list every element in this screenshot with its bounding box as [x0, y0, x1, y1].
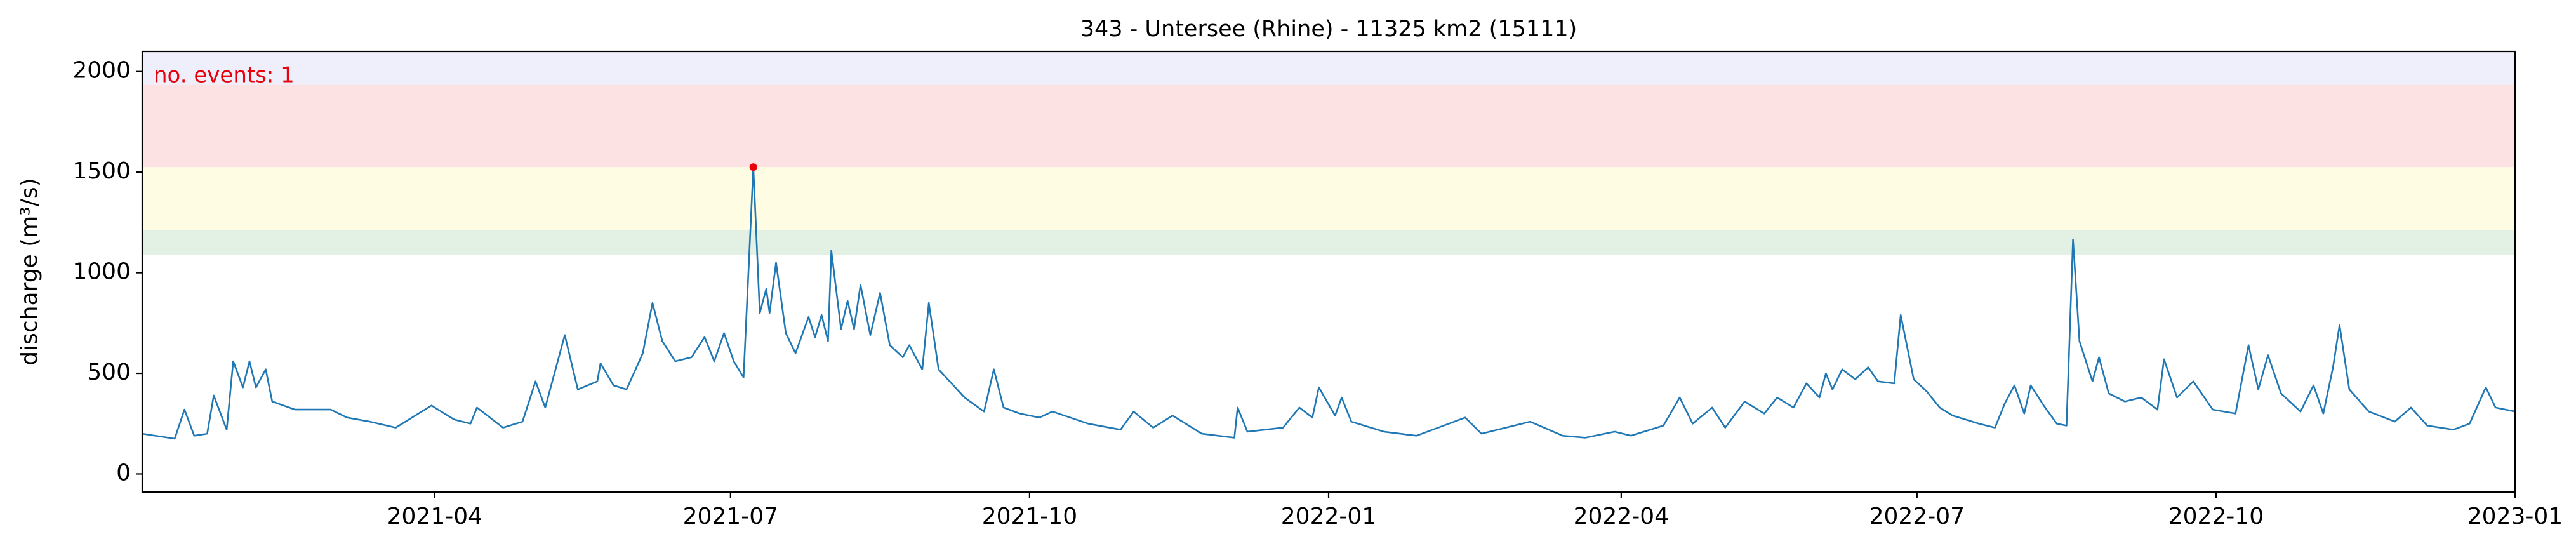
x-tick-label: 2021-07: [683, 503, 778, 530]
x-tick-label: 2022-01: [1281, 503, 1376, 530]
threshold-band: [142, 51, 2515, 85]
event-point: [749, 163, 757, 171]
y-tick-label: 1500: [72, 158, 131, 184]
y-axis-label: discharge (m³/s): [17, 178, 43, 365]
threshold-band: [142, 230, 2515, 255]
y-tick-label: 1000: [72, 259, 131, 285]
threshold-band: [142, 167, 2515, 230]
x-tick-label: 2022-04: [1574, 503, 1669, 530]
y-tick-label: 0: [116, 460, 131, 486]
threshold-band: [142, 84, 2515, 168]
x-tick-label: 2021-04: [387, 503, 482, 530]
y-tick-label: 2000: [72, 58, 131, 84]
discharge-line: [142, 166, 2516, 440]
event-count: no. events: 1: [154, 63, 295, 88]
x-tick-label: 2022-07: [1869, 503, 1965, 530]
x-tick-label: 2023-01: [2467, 503, 2563, 530]
x-tick-label: 2022-10: [2168, 503, 2264, 530]
chart-title: 343 - Untersee (Rhine) - 11325 km2 (1511…: [1080, 17, 1577, 42]
x-tick-label: 2021-10: [982, 503, 1077, 530]
y-tick-label: 500: [87, 359, 131, 385]
